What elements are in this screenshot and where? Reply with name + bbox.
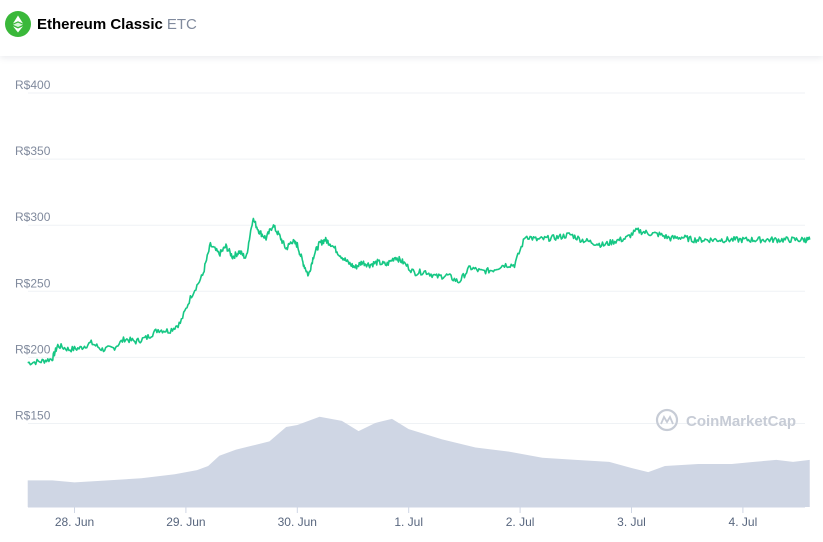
- coin-title: Ethereum Classic ETC: [37, 16, 197, 34]
- chart-svg[interactable]: R$400 R$350 R$300 R$250 R$200 R$150 28. Jun 29…: [0, 56, 823, 542]
- y-tick-label: R$200: [15, 342, 51, 356]
- coinmarketcap-watermark: CoinMarketCap: [655, 408, 796, 432]
- x-tick-label: 3. Jul: [617, 515, 646, 529]
- y-tick-label: R$250: [15, 276, 51, 290]
- x-tick-label: 2. Jul: [506, 515, 535, 529]
- y-tick-label: R$400: [15, 78, 51, 92]
- grid-layer: [28, 92, 805, 424]
- y-tick-label: R$150: [15, 409, 51, 423]
- x-axis: 28. Jun 29. Jun 30. Jun 1. Jul 2. Jul 3. Jul 4…: [28, 506, 805, 529]
- x-tick-label: 29. Jun: [166, 515, 205, 529]
- y-tick-label: R$350: [15, 144, 51, 158]
- coin-name: Ethereum Classic: [37, 16, 163, 33]
- y-axis: R$400 R$350 R$300 R$250 R$200 R$150: [15, 78, 51, 423]
- coin-symbol: ETC: [166, 16, 197, 33]
- coinmarketcap-logo-icon: [655, 408, 679, 432]
- x-tick-label: 30. Jun: [278, 515, 317, 529]
- coin-header: Ethereum Classic ETC: [0, 0, 823, 56]
- volume-area: [27, 416, 810, 507]
- x-tick-label: 1. Jul: [394, 515, 423, 529]
- y-tick-label: R$300: [15, 210, 51, 224]
- price-line: [27, 217, 811, 366]
- watermark-text: CoinMarketCap: [686, 413, 796, 430]
- x-tick-label: 28. Jun: [55, 515, 94, 529]
- price-layer: [27, 217, 811, 366]
- volume-layer: [27, 416, 810, 507]
- ethereum-classic-logo-icon: [5, 11, 31, 37]
- x-tick-label: 4. Jul: [729, 515, 758, 529]
- price-chart[interactable]: R$400 R$350 R$300 R$250 R$200 R$150 28. Jun 29…: [0, 56, 823, 542]
